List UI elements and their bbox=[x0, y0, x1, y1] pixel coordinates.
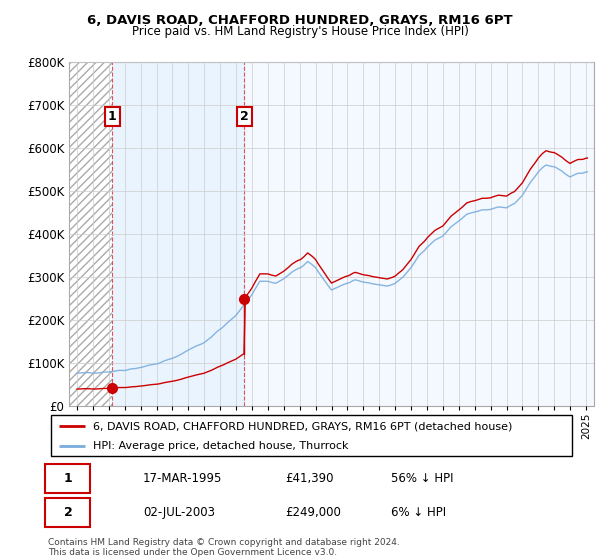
Text: Contains HM Land Registry data © Crown copyright and database right 2024.
This d: Contains HM Land Registry data © Crown c… bbox=[48, 538, 400, 557]
FancyBboxPatch shape bbox=[46, 464, 90, 493]
Text: 17-MAR-1995: 17-MAR-1995 bbox=[143, 472, 223, 486]
FancyBboxPatch shape bbox=[50, 416, 572, 456]
Text: HPI: Average price, detached house, Thurrock: HPI: Average price, detached house, Thur… bbox=[93, 441, 349, 451]
Text: 6, DAVIS ROAD, CHAFFORD HUNDRED, GRAYS, RM16 6PT (detached house): 6, DAVIS ROAD, CHAFFORD HUNDRED, GRAYS, … bbox=[93, 421, 512, 431]
Bar bbox=[69, 62, 112, 406]
Text: 6, DAVIS ROAD, CHAFFORD HUNDRED, GRAYS, RM16 6PT: 6, DAVIS ROAD, CHAFFORD HUNDRED, GRAYS, … bbox=[87, 14, 513, 27]
Text: 1: 1 bbox=[64, 472, 73, 486]
Bar bbox=[112, 62, 244, 406]
Text: 2: 2 bbox=[64, 506, 73, 519]
Text: 6% ↓ HPI: 6% ↓ HPI bbox=[391, 506, 446, 519]
Text: 2: 2 bbox=[239, 110, 248, 123]
Bar bbox=[244, 62, 594, 406]
Text: £41,390: £41,390 bbox=[286, 472, 334, 486]
Text: £249,000: £249,000 bbox=[286, 506, 341, 519]
Text: 02-JUL-2003: 02-JUL-2003 bbox=[143, 506, 215, 519]
Text: 1: 1 bbox=[108, 110, 116, 123]
FancyBboxPatch shape bbox=[46, 498, 90, 527]
Text: 56% ↓ HPI: 56% ↓ HPI bbox=[391, 472, 454, 486]
Text: Price paid vs. HM Land Registry's House Price Index (HPI): Price paid vs. HM Land Registry's House … bbox=[131, 25, 469, 38]
